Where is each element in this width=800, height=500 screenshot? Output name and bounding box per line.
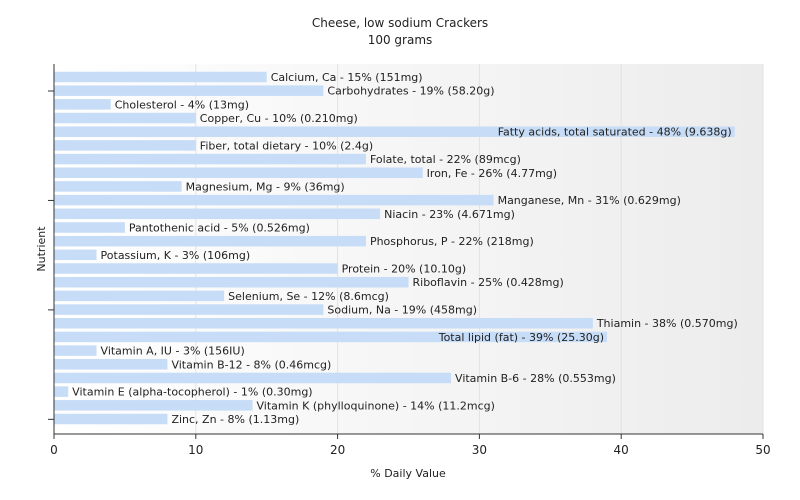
x-tick-label: 30 xyxy=(472,443,487,457)
plot-area xyxy=(54,64,763,434)
bar-label: Selenium, Se - 12% (8.6mcg) xyxy=(228,290,389,303)
x-tick-label: 20 xyxy=(330,443,345,457)
bar xyxy=(54,345,97,356)
x-tick-label: 50 xyxy=(755,443,770,457)
x-axis-ticks: 0 10 20 30 40 50 xyxy=(50,434,771,457)
x-tick-label: 40 xyxy=(614,443,629,457)
bar-label: Vitamin B-6 - 28% (0.553mg) xyxy=(455,372,616,385)
bar xyxy=(54,317,593,329)
bar-label: Folate, total - 22% (89mcg) xyxy=(370,153,521,166)
bar xyxy=(54,359,168,370)
bar-label: Fatty acids, total saturated - 48% (9.63… xyxy=(498,126,732,139)
bar-label: Zinc, Zn - 8% (1.13mg) xyxy=(171,413,299,426)
bar xyxy=(54,372,452,384)
bar xyxy=(54,167,423,179)
bar xyxy=(54,126,735,137)
y-axis-label: Nutrient xyxy=(35,226,48,272)
chart-title: Cheese, low sodium Crackers xyxy=(312,16,488,30)
bar xyxy=(54,263,338,274)
bar-label: Vitamin B-12 - 8% (0.46mcg) xyxy=(171,358,331,371)
bar xyxy=(54,276,409,288)
bar-label: Magnesium, Mg - 9% (36mg) xyxy=(186,180,345,193)
bar-labels: Calcium, Ca - 15% (151mg)Carbohydrates -… xyxy=(72,71,738,426)
bar xyxy=(54,222,125,233)
bar xyxy=(54,235,366,247)
bar-label: Vitamin K (phylloquinone) - 14% (11.2mcg… xyxy=(257,399,495,412)
bar xyxy=(54,153,366,165)
bar-label: Vitamin E (alpha-tocopherol) - 1% (0.30m… xyxy=(72,386,312,399)
bar xyxy=(54,413,168,425)
bar-label: Copper, Cu - 10% (0.210mg) xyxy=(200,112,358,125)
bar-label: Sodium, Na - 19% (458mg) xyxy=(327,304,477,317)
bar xyxy=(54,85,324,96)
bar xyxy=(54,194,494,206)
bar-label: Niacin - 23% (4.671mg) xyxy=(384,208,515,221)
bar-label: Carbohydrates - 19% (58.20g) xyxy=(327,85,494,98)
bar xyxy=(54,249,97,261)
bar-label: Cholesterol - 4% (13mg) xyxy=(115,98,249,111)
bar xyxy=(54,99,111,110)
bar-label: Vitamin A, IU - 3% (156IU) xyxy=(101,345,245,358)
bar-label: Fiber, total dietary - 10% (2.4g) xyxy=(200,139,373,152)
bar xyxy=(54,71,267,83)
bar xyxy=(54,112,196,124)
bars xyxy=(54,71,735,425)
bar-label: Riboflavin - 25% (0.428mg) xyxy=(413,276,564,289)
bar-label: Pantothenic acid - 5% (0.526mg) xyxy=(129,221,310,234)
bar-label: Total lipid (fat) - 39% (25.30g) xyxy=(438,331,604,344)
bar xyxy=(54,304,324,315)
grid-lines xyxy=(195,64,764,434)
bar-label: Manganese, Mn - 31% (0.629mg) xyxy=(498,194,681,207)
bar-label: Thiamin - 38% (0.570mg) xyxy=(596,317,738,330)
bar-label: Protein - 20% (10.10g) xyxy=(342,263,467,276)
bar xyxy=(54,386,69,397)
bar xyxy=(54,331,608,343)
x-tick-label: 0 xyxy=(50,443,58,457)
bar-label: Phosphorus, P - 22% (218mg) xyxy=(370,235,534,248)
bar xyxy=(54,181,182,192)
bar-label: Potassium, K - 3% (106mg) xyxy=(101,249,251,262)
bar xyxy=(54,400,253,411)
y-axis-ticks xyxy=(48,90,54,420)
x-axis-label: % Daily Value xyxy=(370,467,446,480)
bar xyxy=(54,208,381,220)
x-tick-label: 10 xyxy=(188,443,203,457)
chart-subtitle: 100 grams xyxy=(368,33,433,47)
bar xyxy=(54,140,196,151)
bar xyxy=(54,290,225,302)
bar-label: Iron, Fe - 26% (4.77mg) xyxy=(427,167,557,180)
bar-label: Calcium, Ca - 15% (151mg) xyxy=(271,71,423,84)
